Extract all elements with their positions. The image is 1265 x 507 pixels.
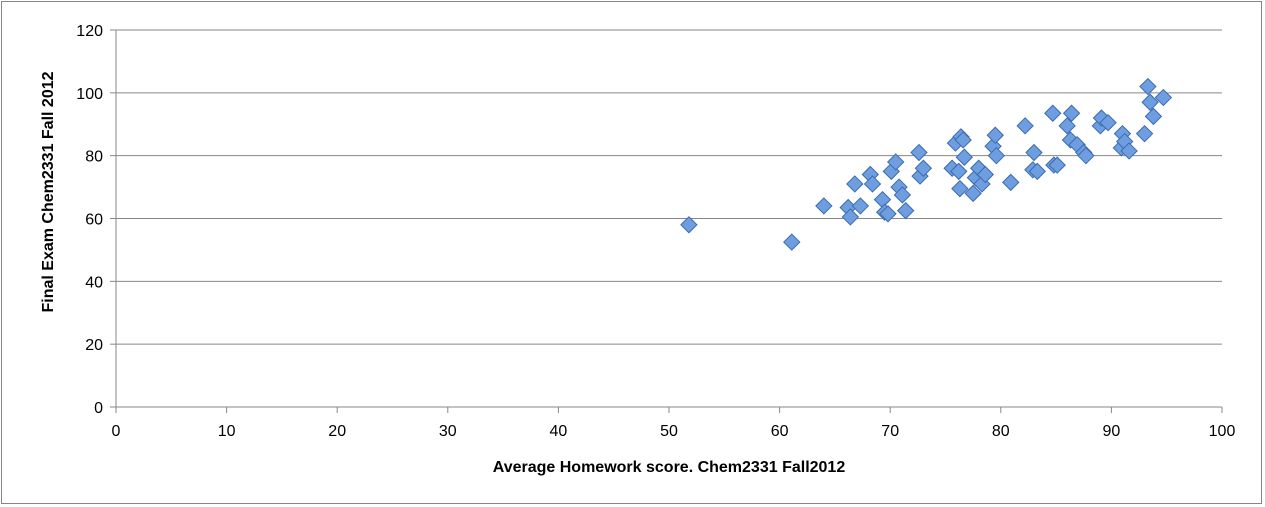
x-tick-label: 50 xyxy=(660,423,678,440)
data-point xyxy=(951,179,969,198)
data-point xyxy=(1058,117,1076,135)
data-point xyxy=(987,146,1006,165)
data-point xyxy=(1062,104,1081,122)
axes xyxy=(110,29,1223,413)
data-point xyxy=(1044,104,1062,122)
data-point xyxy=(851,197,870,215)
y-tick-label: 0 xyxy=(94,400,103,417)
x-tick-label: 60 xyxy=(771,423,789,440)
data-point xyxy=(1099,113,1117,132)
y-axis-title: Final Exam Chem2331 Fall 2012 xyxy=(40,71,57,312)
data-point xyxy=(976,165,995,184)
x-tick-label: 100 xyxy=(1209,423,1236,440)
data-point xyxy=(1139,77,1157,96)
y-tick-label: 80 xyxy=(85,149,103,166)
data-point xyxy=(1002,173,1020,192)
data-point xyxy=(1025,143,1043,162)
data-point xyxy=(914,159,933,177)
y-tick-label: 20 xyxy=(85,337,103,354)
x-tick-label: 10 xyxy=(218,423,236,440)
data-point xyxy=(887,153,905,171)
y-tick-label: 60 xyxy=(85,212,103,229)
x-tick-label: 70 xyxy=(881,423,899,440)
data-point xyxy=(1144,107,1163,126)
data-point xyxy=(1077,146,1095,165)
data-point xyxy=(863,175,882,193)
x-tick-label: 90 xyxy=(1103,423,1121,440)
x-tick-label: 0 xyxy=(112,423,121,440)
x-tick-label: 80 xyxy=(992,423,1010,440)
data-point xyxy=(846,175,864,193)
tick-labels: 0 20 40 60 80 100 120 0 10 20 30 40 50 60 70 80 90 100 xyxy=(76,23,1235,440)
data-point xyxy=(896,201,915,220)
data-point xyxy=(1135,124,1154,143)
data-point xyxy=(1048,156,1066,174)
x-tick-label: 20 xyxy=(328,423,346,440)
data-point xyxy=(1016,117,1034,135)
data-point xyxy=(841,208,860,226)
data-points xyxy=(680,77,1173,251)
data-point xyxy=(986,126,1004,144)
data-point xyxy=(955,148,974,166)
y-tick-label: 40 xyxy=(85,274,103,291)
x-axis-title: Average Homework score. Chem2331 Fall201… xyxy=(493,459,846,476)
data-point xyxy=(815,197,833,215)
data-point xyxy=(893,186,912,204)
gridlines xyxy=(116,29,1222,345)
data-point xyxy=(680,216,698,234)
data-point xyxy=(954,131,972,149)
x-tick-label: 30 xyxy=(439,423,457,440)
data-point xyxy=(1028,162,1047,181)
data-point xyxy=(783,233,801,251)
data-point xyxy=(879,205,897,223)
data-point xyxy=(964,184,982,203)
data-point xyxy=(910,143,928,162)
x-tick-label: 40 xyxy=(550,423,568,440)
data-point xyxy=(1120,142,1138,160)
data-point xyxy=(1141,93,1159,111)
data-point xyxy=(950,162,968,181)
y-tick-label: 120 xyxy=(76,23,103,40)
data-point xyxy=(1154,88,1173,107)
y-tick-label: 100 xyxy=(76,86,103,103)
